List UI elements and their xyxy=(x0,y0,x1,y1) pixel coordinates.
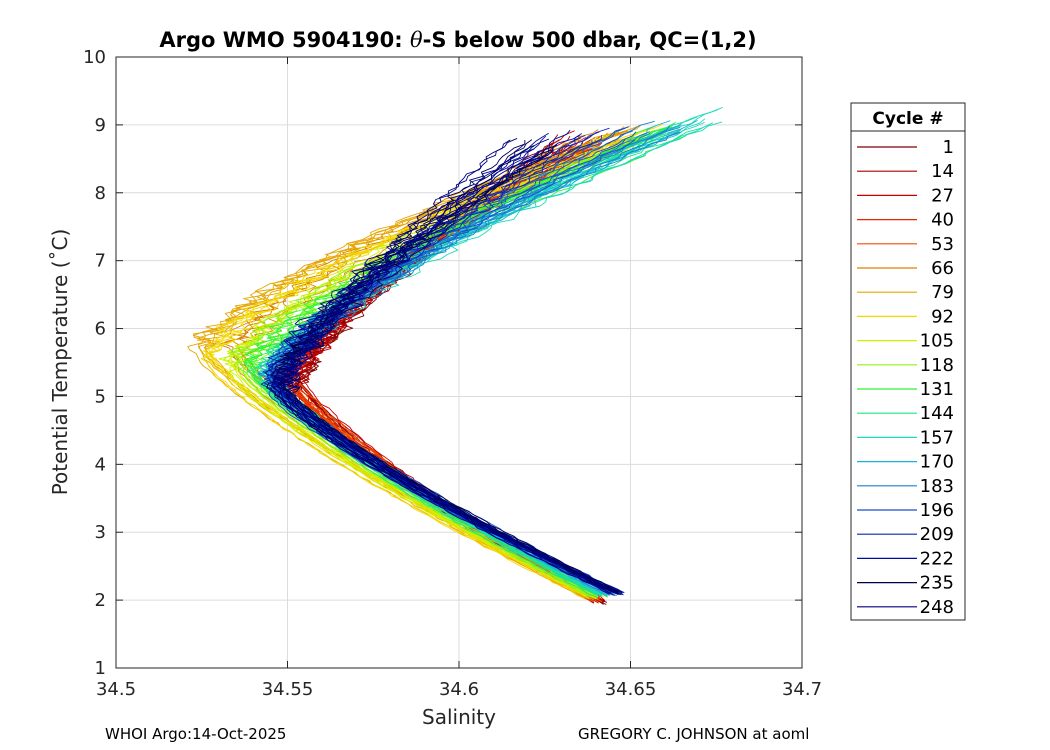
legend: Cycle # 1 14 27 40 53 66 79 92 105 118 131 144 157 17… xyxy=(850,102,966,621)
legend-label: 1 xyxy=(943,137,954,158)
y-tick-label: 7 xyxy=(95,251,106,272)
legend-item: 79 xyxy=(857,282,954,303)
y-tick-label: 6 xyxy=(95,319,106,340)
legend-item: 235 xyxy=(857,573,954,594)
legend-label: 209 xyxy=(920,524,954,545)
legend-label: 79 xyxy=(931,282,954,303)
title-suffix: -S below 500 dbar, QC=(1,2) xyxy=(423,28,757,52)
y-tick-label: 9 xyxy=(95,115,106,136)
y-axis-label: Potential Temperature (˚C) xyxy=(48,229,72,496)
legend-label: 144 xyxy=(920,403,954,424)
profile-line xyxy=(285,143,617,594)
x-tick-label: 34.5 xyxy=(96,679,136,700)
legend-label: 196 xyxy=(920,500,954,521)
legend-label: 66 xyxy=(931,258,954,279)
series-248 xyxy=(270,137,620,595)
title-prefix: Argo WMO 5904190: xyxy=(159,28,410,52)
series-lines xyxy=(187,106,723,605)
legend-item: 222 xyxy=(857,548,954,569)
legend-item: 1 xyxy=(857,137,954,158)
profile-line xyxy=(273,139,617,593)
legend-item: 248 xyxy=(857,597,954,618)
legend-label: 27 xyxy=(931,185,954,206)
legend-item: 170 xyxy=(857,452,954,473)
legend-label: 222 xyxy=(920,548,954,569)
legend-item: 92 xyxy=(857,306,954,327)
legend-label: 118 xyxy=(920,355,954,376)
y-tick-label: 1 xyxy=(95,658,106,679)
y-tick-label: 2 xyxy=(95,590,106,611)
legend-title: Cycle # xyxy=(872,109,943,129)
legend-label: 157 xyxy=(920,427,954,448)
legend-label: 131 xyxy=(920,379,954,400)
legend-item: 105 xyxy=(857,331,954,352)
profile-line xyxy=(243,125,657,595)
y-tick-label: 10 xyxy=(83,47,106,68)
legend-item: 53 xyxy=(857,234,954,255)
legend-item: 66 xyxy=(857,258,954,279)
chart-title: Argo WMO 5904190: θ-S below 500 dbar, QC… xyxy=(159,28,756,52)
y-tick-label: 5 xyxy=(95,386,106,407)
y-tick-label: 3 xyxy=(95,522,106,543)
axis-ticks: 34.5 34.55 34.6 34.65 34.7 1 2 3 4 5 6 7 8 9 10 xyxy=(83,47,822,700)
legend-label: 170 xyxy=(920,452,954,473)
x-tick-label: 34.55 xyxy=(262,679,314,700)
legend-item: 40 xyxy=(857,210,954,231)
legend-item: 118 xyxy=(857,355,954,376)
legend-label: 105 xyxy=(920,331,954,352)
legend-label: 14 xyxy=(931,161,954,182)
legend-item: 196 xyxy=(857,500,954,521)
profile-line xyxy=(268,135,618,595)
x-tick-label: 34.6 xyxy=(439,679,479,700)
footer-author: GREGORY C. JOHNSON at aoml xyxy=(578,725,810,743)
legend-item: 144 xyxy=(857,403,954,424)
y-tick-label: 4 xyxy=(95,454,106,475)
legend-label: 235 xyxy=(920,573,954,594)
legend-item: 27 xyxy=(857,185,954,206)
profile-line xyxy=(264,135,613,596)
profile-line xyxy=(268,131,683,596)
legend-item: 157 xyxy=(857,427,954,448)
x-tick-label: 34.7 xyxy=(782,679,822,700)
legend-label: 40 xyxy=(931,210,954,231)
x-axis-label: Salinity xyxy=(422,705,496,729)
legend-label: 53 xyxy=(931,234,954,255)
profile-line xyxy=(236,129,658,599)
legend-label: 183 xyxy=(920,476,954,497)
x-tick-label: 34.65 xyxy=(605,679,657,700)
legend-item: 131 xyxy=(857,379,954,400)
title-theta-symbol: θ xyxy=(410,28,423,52)
legend-label: 92 xyxy=(931,306,954,327)
legend-label: 248 xyxy=(920,597,954,618)
legend-item: 14 xyxy=(857,161,954,182)
legend-item: 209 xyxy=(857,524,954,545)
footer-source-date: WHOI Argo:14-Oct-2025 xyxy=(105,725,287,743)
legend-item: 183 xyxy=(857,476,954,497)
profile-line xyxy=(272,148,610,595)
legend-entries: 1 14 27 40 53 66 79 92 105 118 131 144 157 170 183 196 2… xyxy=(857,137,954,618)
y-tick-label: 8 xyxy=(95,183,106,204)
